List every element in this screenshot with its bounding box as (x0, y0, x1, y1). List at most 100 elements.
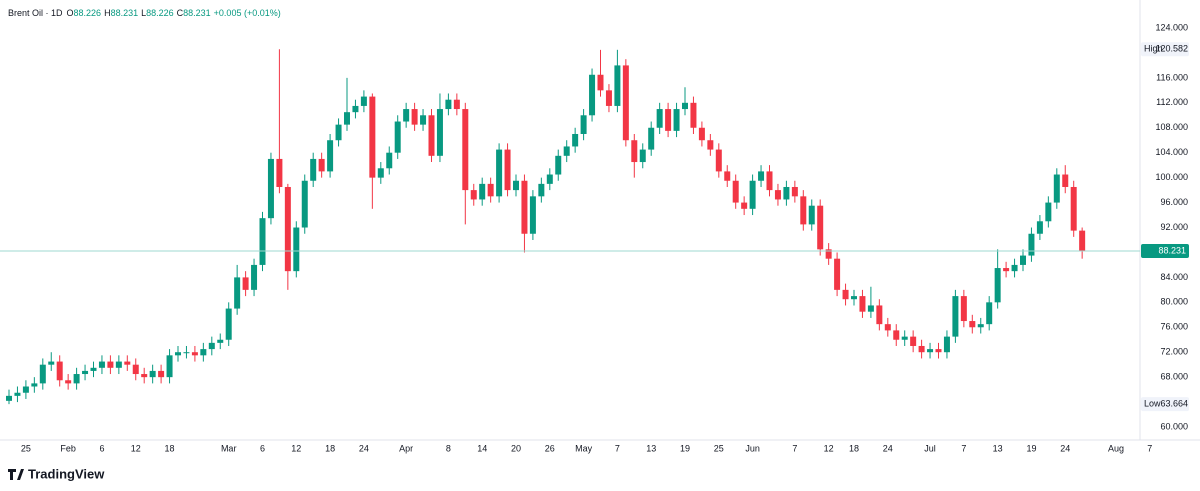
x-tick-label: 7 (1147, 443, 1152, 453)
candle-body (715, 149, 722, 172)
y-tick-label: 104.000 (1155, 147, 1188, 157)
candle-body (14, 392, 21, 396)
candle-body (107, 361, 114, 368)
candle-body (411, 109, 418, 125)
candle-body (360, 96, 367, 106)
candle-body (132, 364, 139, 375)
x-tick-label: 19 (680, 443, 690, 453)
candle-body (867, 305, 874, 312)
candle-body (1079, 230, 1086, 252)
candle-body (115, 361, 122, 368)
candle-body (39, 364, 46, 384)
candle-body (783, 186, 790, 200)
candle-body (774, 190, 781, 200)
candle-body (851, 296, 857, 300)
marker-value: 120.582 (1155, 44, 1188, 54)
candle-body (580, 115, 587, 134)
candle-body (293, 227, 300, 272)
candle-body (1011, 264, 1018, 272)
candle-body (884, 324, 891, 331)
candle-body (479, 183, 486, 200)
candle-body (605, 90, 612, 106)
candle-body (614, 65, 621, 106)
candle-body (31, 383, 38, 387)
y-tick-label: 124.000 (1155, 22, 1188, 32)
brand-name: TradingView (28, 466, 105, 481)
candle-body (82, 370, 89, 375)
candle-body (555, 155, 562, 175)
candle-body (276, 158, 283, 187)
candle-body (335, 124, 342, 141)
marker-value: 63.664 (1160, 399, 1188, 409)
candle-body (546, 174, 553, 184)
marker-label: High (1144, 44, 1163, 54)
candle-body (901, 336, 908, 340)
candle-body (724, 171, 731, 181)
candle-body (22, 386, 29, 393)
candle-body (166, 355, 173, 378)
candle-body (969, 321, 976, 328)
x-tick-label: 20 (511, 443, 521, 453)
candle-body (470, 190, 477, 200)
candle-body (1036, 221, 1043, 234)
candle-body (344, 112, 350, 125)
candle-body (487, 183, 494, 197)
x-tick-label: 18 (849, 443, 859, 453)
x-tick-label: 6 (99, 443, 104, 453)
candle-body (935, 349, 942, 353)
candle-body (563, 146, 570, 156)
candle-body (445, 99, 452, 110)
candle-body (301, 180, 308, 228)
x-tick-label: Feb (60, 443, 76, 453)
candle-body (1053, 174, 1060, 203)
candle-body (496, 149, 503, 197)
brand-logo (8, 469, 24, 480)
legend-key: L (141, 8, 146, 18)
candle-body (910, 336, 917, 346)
legend-key: O (67, 8, 74, 18)
y-tick-label: 68.000 (1160, 372, 1188, 382)
candle-body (665, 109, 672, 131)
candle-body (521, 180, 528, 234)
marker-bg (1141, 42, 1189, 57)
x-tick-label: 8 (446, 443, 451, 453)
candle-body (369, 96, 376, 178)
candle-body (98, 361, 105, 368)
y-tick-label: 92.000 (1160, 222, 1188, 232)
candle-body (825, 249, 832, 259)
candle-body (707, 140, 714, 150)
marker-bg (1141, 397, 1189, 412)
candle-body (191, 352, 198, 356)
candle-body (158, 370, 165, 378)
candle-body (977, 324, 984, 328)
candle-body (310, 158, 317, 181)
y-tick-label: 84.000 (1160, 272, 1188, 282)
y-tick-label: 80.000 (1160, 297, 1188, 307)
candle-body (918, 345, 925, 353)
candle-body (462, 109, 469, 191)
candle-body (698, 127, 705, 141)
x-tick-label: 13 (646, 443, 656, 453)
x-tick-label: Mar (221, 443, 237, 453)
candle-body (1028, 233, 1035, 256)
candle-body (48, 361, 55, 365)
candle-body (386, 152, 393, 169)
y-tick-label: 96.000 (1160, 197, 1188, 207)
x-tick-label: 12 (291, 443, 301, 453)
candle-body (766, 171, 773, 191)
candle-body (927, 349, 934, 353)
chart-header: Brent Oil · 1D O88.226 H88.231 L88.226 C88.2… (8, 8, 281, 18)
candle-body (859, 296, 866, 312)
y-tick-label: 112.000 (1156, 97, 1188, 107)
candle-body (217, 339, 224, 343)
candle-body (1070, 186, 1077, 231)
y-tick-label: 108.000 (1155, 122, 1188, 132)
candle-body (141, 374, 148, 378)
candle-body (208, 342, 215, 350)
candle-body (183, 352, 190, 354)
candle-body (572, 133, 579, 147)
candle-body (436, 109, 443, 156)
candle-body (622, 65, 629, 141)
candle-body (800, 196, 807, 225)
x-tick-label: 25 (21, 443, 31, 453)
